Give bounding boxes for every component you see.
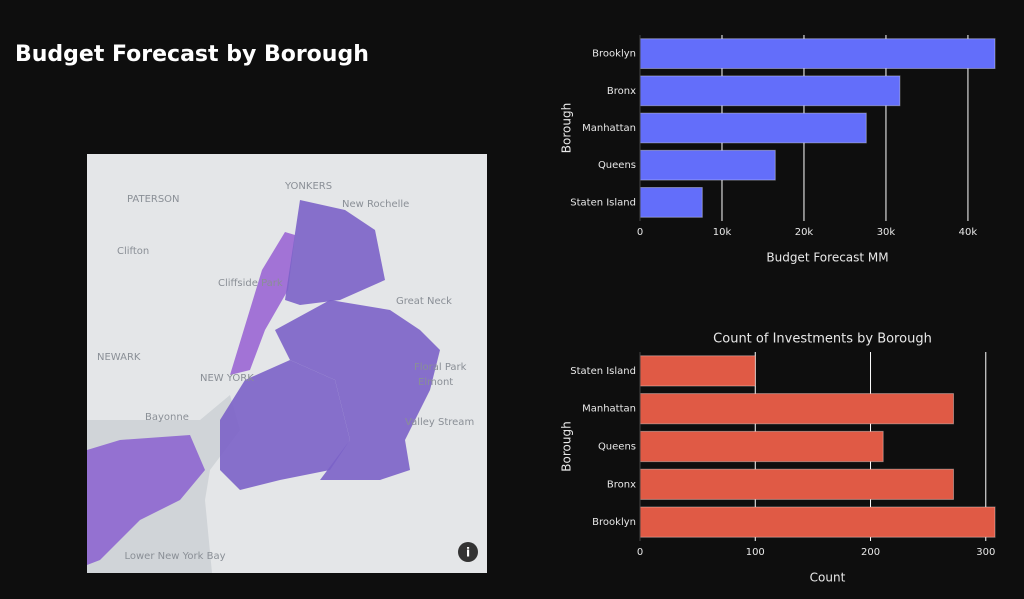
map-label: Floral Park — [414, 362, 467, 373]
borough-staten-island — [87, 435, 205, 565]
map-label: Valley Stream — [405, 417, 474, 428]
map: PATERSON YONKERS New Rochelle Clifton Cliffs… — [87, 154, 487, 573]
x-tick-label: 30k — [877, 227, 896, 238]
borough-manhattan — [230, 232, 295, 375]
borough-queens — [275, 300, 440, 480]
y-tick-label: Staten Island — [570, 197, 636, 208]
x-tick-label: 200 — [861, 547, 880, 558]
chart-title: Count of Investments by Borough — [713, 332, 932, 347]
bar — [639, 112, 867, 144]
y-tick-label: Manhattan — [582, 123, 636, 134]
map-label: NEW YORK — [200, 373, 254, 384]
info-button[interactable] — [458, 542, 478, 562]
x-tick-label: 20k — [795, 227, 814, 238]
x-tick-label: 40k — [959, 227, 978, 238]
map-label: PATERSON — [127, 194, 180, 205]
y-tick-label: Manhattan — [582, 404, 636, 415]
x-tick-label: 10k — [713, 227, 732, 238]
borough-bronx — [285, 200, 385, 305]
x-axis-title: Count — [810, 571, 846, 585]
bar — [639, 430, 884, 463]
bar — [639, 468, 955, 500]
bar — [639, 506, 996, 538]
map-label: Elmont — [418, 377, 453, 388]
y-axis-title: Borough — [560, 421, 574, 471]
map-label: YONKERS — [284, 181, 332, 192]
x-axis-title: Budget Forecast MM — [766, 251, 888, 265]
bar — [639, 355, 756, 387]
x-tick-label: 0 — [637, 227, 643, 238]
y-tick-label: Brooklyn — [592, 517, 636, 528]
map-label: Lower New York Bay — [124, 551, 225, 562]
info-icon[interactable]: i — [466, 546, 470, 560]
x-tick-label: 300 — [976, 547, 995, 558]
map-label: NEWARK — [97, 352, 141, 363]
map-label: Bayonne — [145, 412, 189, 423]
y-tick-label: Bronx — [607, 479, 636, 490]
x-tick-label: 100 — [746, 547, 765, 558]
bar — [639, 149, 776, 181]
bar — [639, 187, 703, 218]
y-tick-label: Staten Island — [570, 366, 636, 377]
y-tick-label: Bronx — [607, 86, 636, 97]
y-tick-label: Queens — [598, 160, 636, 171]
y-axis-title: Borough — [560, 103, 574, 153]
y-tick-label: Brooklyn — [592, 49, 636, 60]
y-tick-label: Queens — [598, 442, 636, 453]
bar — [639, 38, 996, 69]
map-label: Cliffside Park — [218, 278, 283, 289]
map-label: Clifton — [117, 246, 149, 257]
bar — [639, 393, 955, 425]
map-label: New Rochelle — [342, 199, 409, 210]
x-tick-label: 0 — [637, 547, 643, 558]
bar — [639, 75, 901, 107]
page-title: Budget Forecast by Borough — [15, 42, 369, 67]
borough-brooklyn — [220, 360, 350, 490]
map-label: Great Neck — [396, 296, 452, 307]
